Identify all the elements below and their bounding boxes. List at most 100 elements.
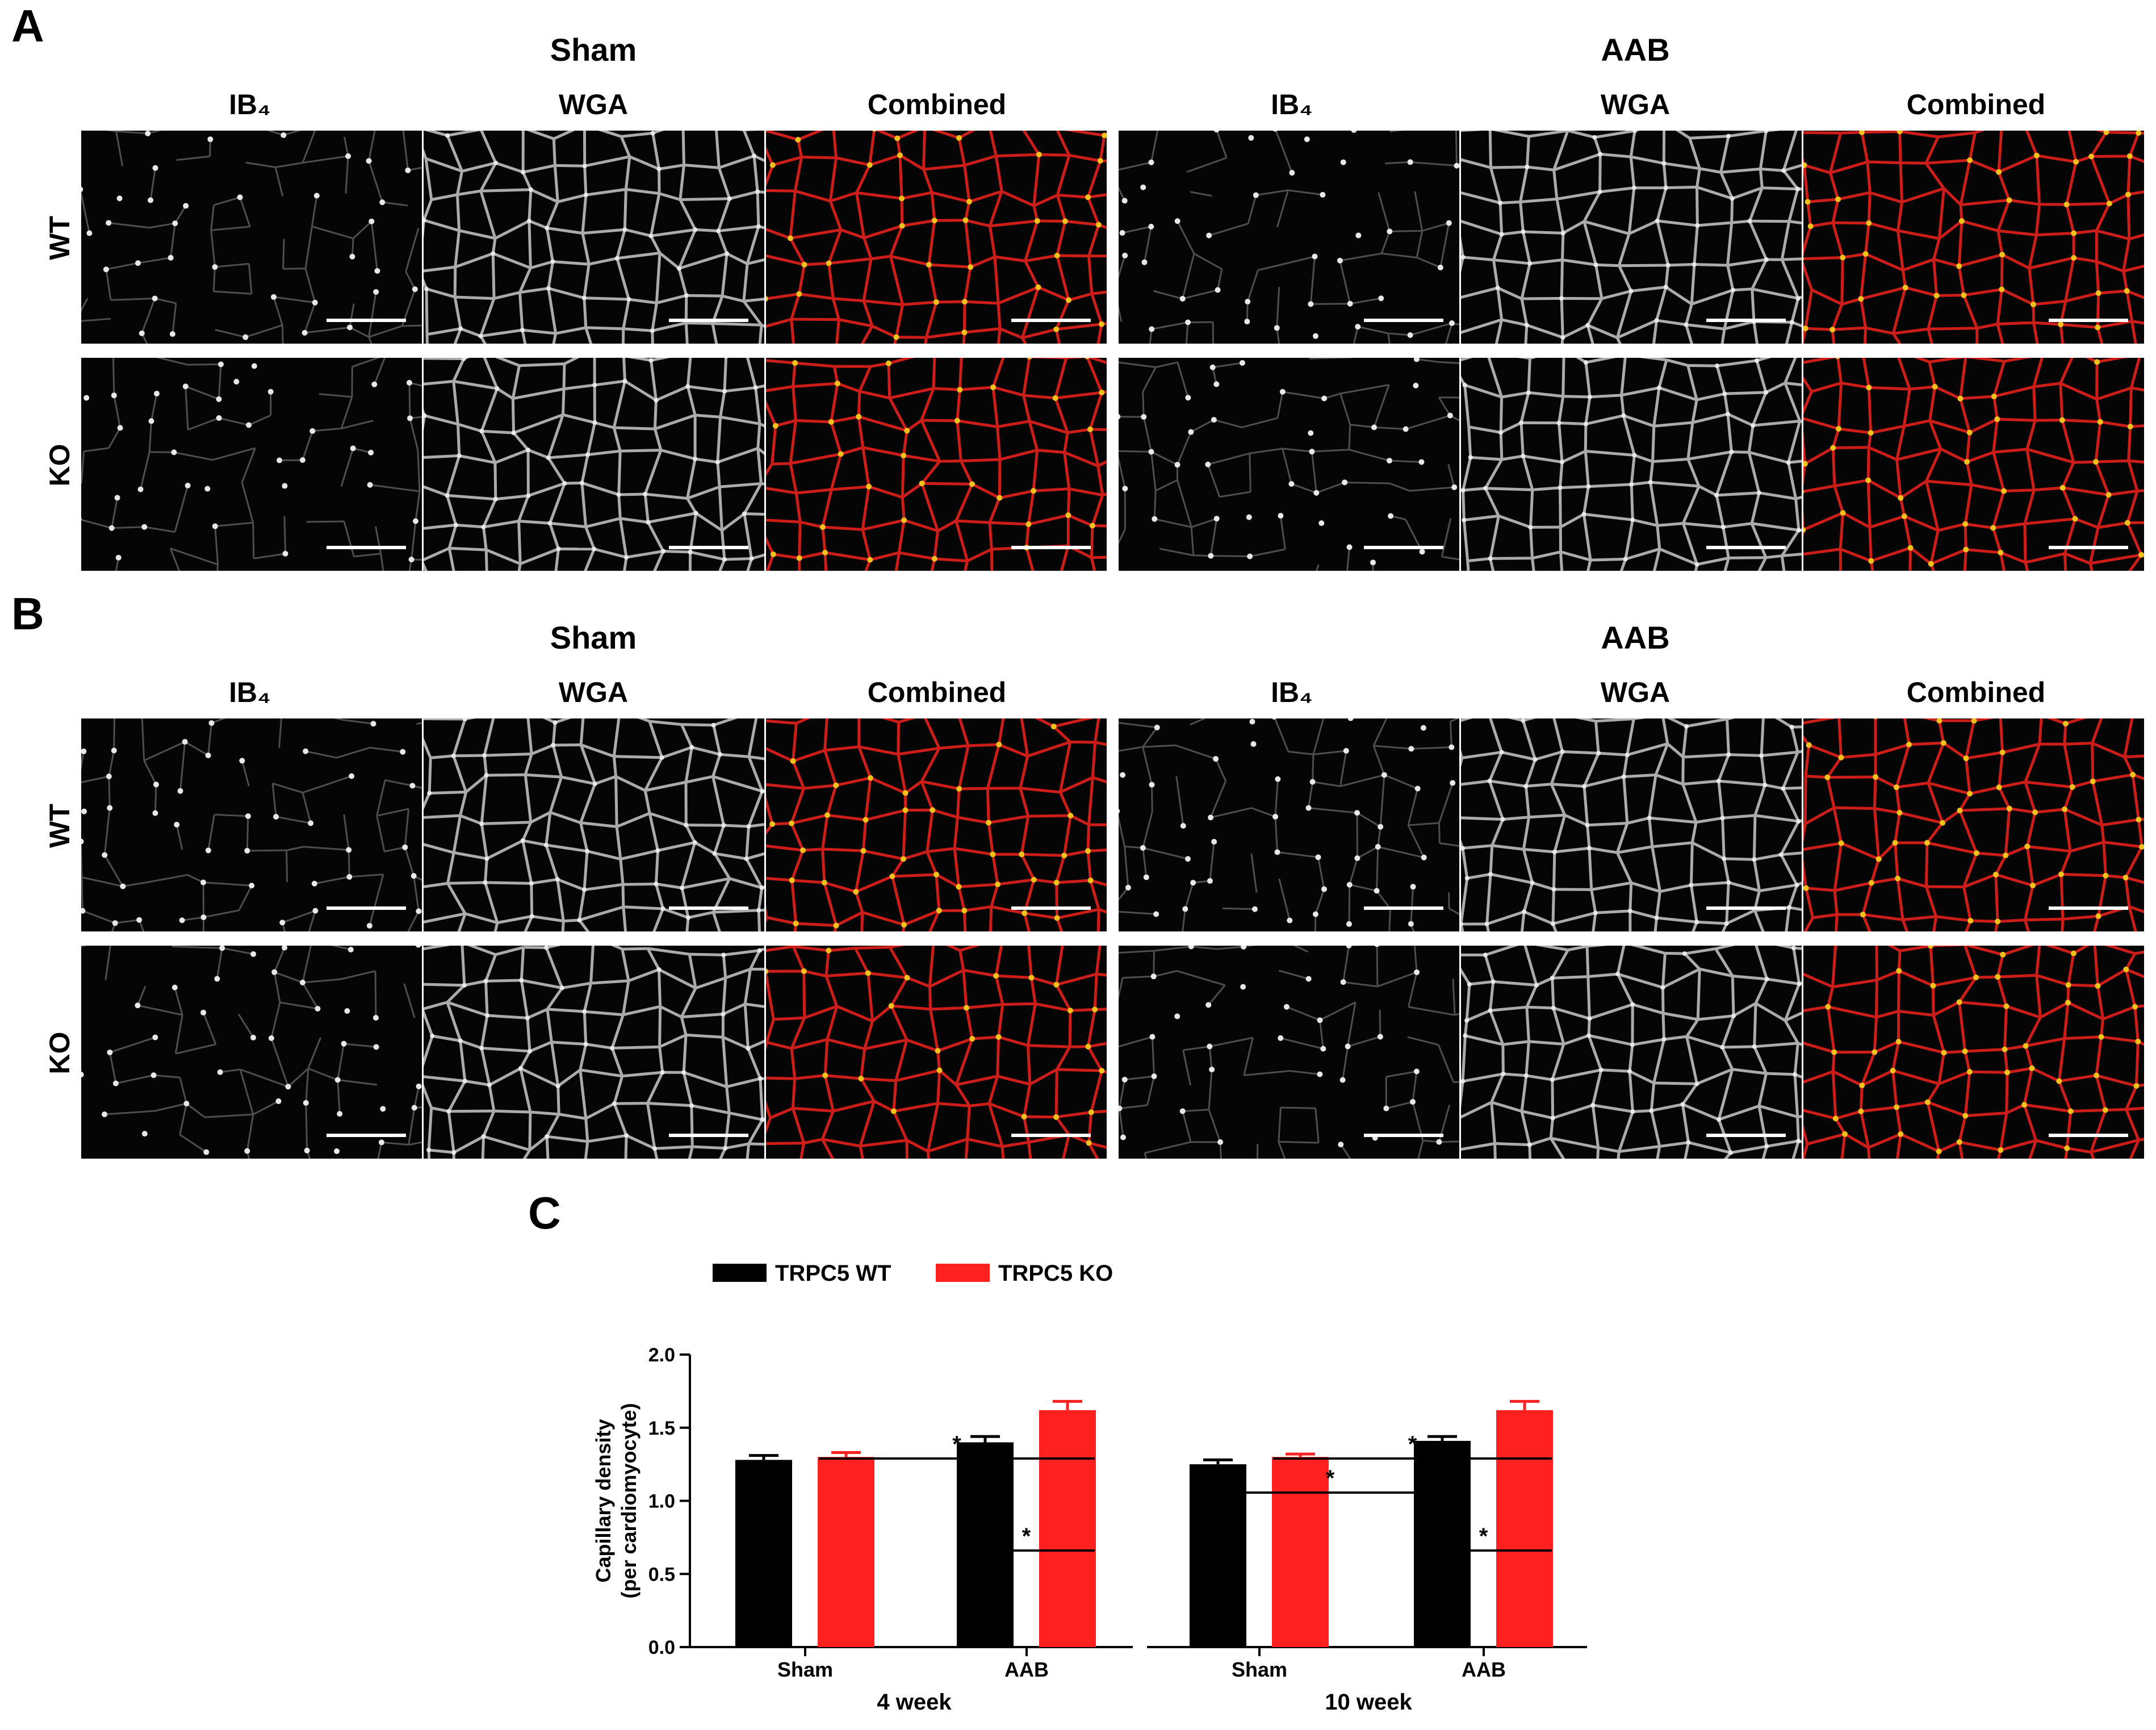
- scale-bar: [2049, 906, 2128, 910]
- significance-star: *: [1326, 1466, 1335, 1491]
- significance-star: *: [1408, 1432, 1417, 1457]
- condition-label-aab: AAB: [1601, 32, 1670, 68]
- micrograph-combined: [1803, 718, 2144, 931]
- micrograph-wga: [1461, 718, 1802, 931]
- scale-bar: [669, 319, 748, 322]
- x-tick-label: Sham: [777, 1658, 833, 1681]
- x-tick-label: Sham: [1232, 1658, 1287, 1681]
- column-label-wga: WGA: [1600, 89, 1671, 120]
- bar-wt-sham: [735, 1460, 792, 1647]
- y-tick-label: 0.0: [648, 1637, 675, 1658]
- bar-wt-sham: [1190, 1464, 1246, 1647]
- micrograph-ib4: [1119, 718, 1459, 931]
- scale-bar: [1011, 1134, 1091, 1137]
- row-label-ko: KO: [44, 1031, 76, 1075]
- column-label-ib4: IB₄: [1271, 89, 1313, 120]
- column-label-wga: WGA: [1600, 676, 1671, 708]
- micrograph-wga: [424, 358, 764, 571]
- scale-bar: [2049, 546, 2128, 549]
- bar-ko-aab: [1496, 1410, 1553, 1647]
- micrograph-combined: [1803, 946, 2144, 1159]
- micrograph-wga: [1461, 131, 1802, 344]
- row-label-wt: WT: [44, 804, 76, 848]
- x-tick-label: AAB: [1462, 1658, 1506, 1681]
- micrograph-combined: [766, 358, 1107, 571]
- scale-bar: [326, 906, 406, 910]
- significance-star: *: [952, 1432, 961, 1457]
- scale-bar: [1706, 546, 1786, 549]
- condition-label-aab: AAB: [1601, 620, 1670, 655]
- bar-wt-aab: [1414, 1440, 1471, 1647]
- significance-star: *: [1479, 1524, 1488, 1549]
- micrograph-wga: [424, 946, 764, 1159]
- micrograph-ib4: [81, 718, 422, 931]
- scale-bar: [669, 546, 748, 549]
- scale-bar: [669, 906, 748, 910]
- scale-bar: [1364, 546, 1443, 549]
- column-label-ib4: IB₄: [229, 89, 271, 120]
- significance-star: *: [1022, 1524, 1031, 1549]
- micrograph-ib4: [81, 131, 422, 344]
- x-tick-label: AAB: [1004, 1658, 1049, 1681]
- legend-swatch-ko: [936, 1264, 990, 1282]
- scale-bar: [326, 1134, 406, 1137]
- micrograph-combined: [766, 946, 1107, 1159]
- scale-bar: [1706, 906, 1786, 910]
- micrograph-grid-b: [81, 718, 2148, 1159]
- scale-bar: [1364, 1134, 1443, 1137]
- y-tick-label: 0.5: [648, 1564, 675, 1585]
- column-label-combined: Combined: [867, 89, 1007, 120]
- scale-bar: [669, 1134, 748, 1137]
- condition-label-sham: Sham: [550, 620, 637, 655]
- scale-bar: [326, 319, 406, 322]
- column-label-ib4: IB₄: [229, 676, 271, 708]
- micrograph-ib4: [1119, 131, 1459, 344]
- scale-bar: [2049, 1134, 2128, 1137]
- scale-bar: [2049, 319, 2128, 322]
- y-tick-label: 1.5: [648, 1418, 675, 1439]
- panel-letter-c: C: [528, 1188, 561, 1238]
- y-tick-label: 2.0: [648, 1344, 675, 1366]
- scale-bar: [1364, 319, 1443, 322]
- bar-chart: TRPC5 WT TRPC5 KO 0.0 0.5 1.0 1.5 2.0 Capillary…: [592, 1261, 1587, 1715]
- micrograph-combined: [1803, 358, 2144, 571]
- micrograph-ib4: [1119, 358, 1459, 571]
- y-axis-label-line1: Capillary density: [592, 1419, 615, 1582]
- column-label-ib4: IB₄: [1271, 676, 1313, 708]
- micrograph-wga: [424, 718, 764, 931]
- y-axis-label-line2: (per cardiomyocyte): [617, 1403, 640, 1598]
- row-label-ko: KO: [44, 444, 76, 487]
- panel-letter-b: B: [11, 588, 44, 639]
- bar-wt-aab: [957, 1442, 1014, 1647]
- group-label: 4 week: [877, 1690, 952, 1715]
- legend-label-ko: TRPC5 KO: [998, 1261, 1113, 1286]
- bar-ko-sham: [818, 1457, 874, 1647]
- scale-bar: [1706, 1134, 1786, 1137]
- micrograph-combined: [766, 718, 1107, 931]
- panel-letter-a: A: [11, 1, 44, 51]
- scale-bar: [326, 546, 406, 549]
- micrograph-combined: [1803, 131, 2144, 344]
- micrograph-ib4: [1119, 946, 1459, 1159]
- group-label: 10 week: [1325, 1690, 1412, 1715]
- legend-swatch-wt: [713, 1264, 767, 1282]
- scale-bar: [1011, 546, 1091, 549]
- column-label-wga: WGA: [558, 676, 629, 708]
- scale-bar: [1011, 906, 1091, 910]
- row-label-wt: WT: [44, 216, 76, 260]
- micrograph-ib4: [81, 358, 422, 571]
- y-tick-label: 1.0: [648, 1491, 675, 1512]
- micrograph-wga: [1461, 946, 1802, 1159]
- scale-bar: [1706, 319, 1786, 322]
- micrograph-grid-a: [81, 131, 2148, 571]
- micrograph-wga: [424, 131, 764, 344]
- column-label-combined: Combined: [867, 676, 1007, 708]
- condition-label-sham: Sham: [550, 32, 637, 68]
- column-label-wga: WGA: [558, 89, 629, 120]
- micrograph-ib4: [81, 946, 422, 1159]
- column-label-combined: Combined: [1906, 89, 2046, 120]
- micrograph-combined: [766, 131, 1107, 344]
- micrograph-wga: [1461, 358, 1802, 571]
- scale-bar: [1364, 906, 1443, 910]
- bar-ko-aab: [1039, 1410, 1096, 1647]
